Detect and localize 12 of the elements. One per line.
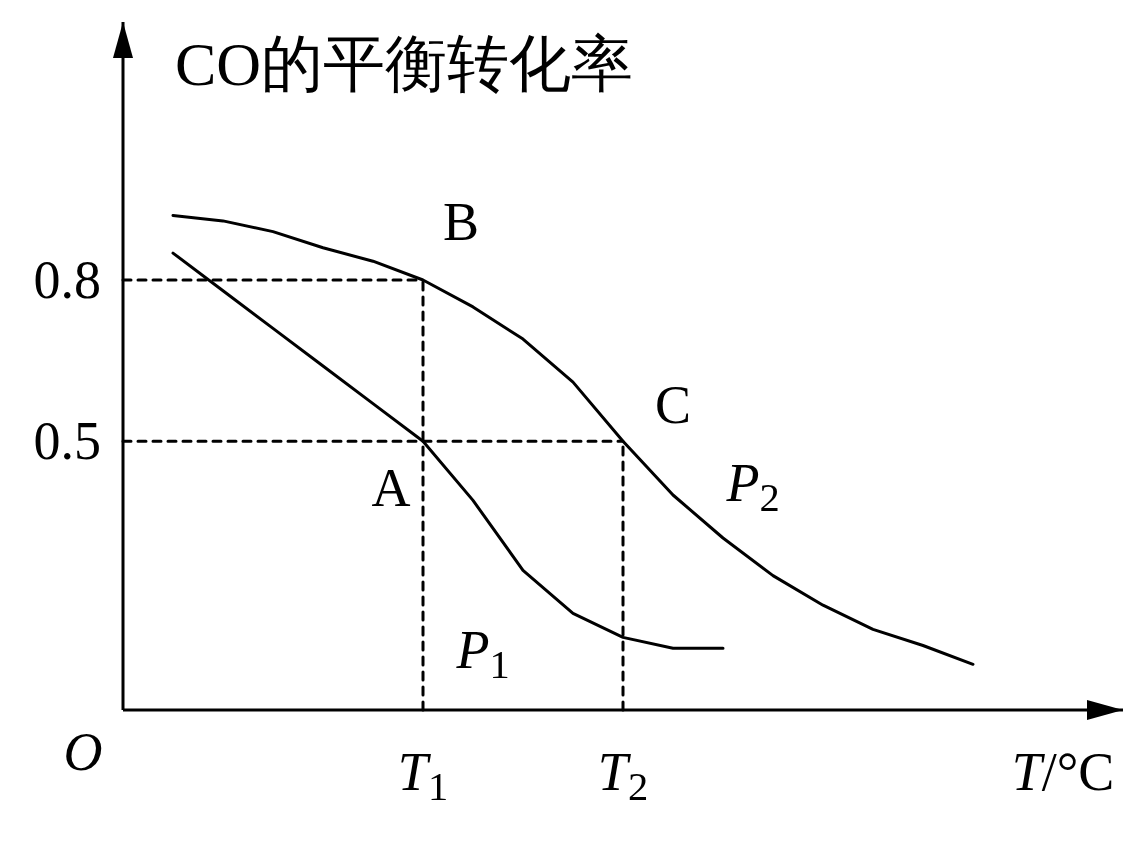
y-tick: 0.5 [33, 411, 101, 472]
y-tick: 0.8 [33, 250, 101, 310]
annotation: B [443, 192, 479, 252]
annotation: A [371, 458, 411, 519]
series-name: P$_{1}$ [456, 620, 510, 688]
x-label: T/°C [1011, 742, 1115, 802]
annotation: O [63, 722, 103, 782]
annotation: C [655, 375, 691, 436]
x-tick: T$_{2}$ [597, 742, 649, 810]
series-name: P$_{2}$ [726, 452, 780, 520]
x-tick: T$_{1}$ [397, 742, 449, 810]
y-label: CO的平衡转化率 [175, 30, 634, 98]
